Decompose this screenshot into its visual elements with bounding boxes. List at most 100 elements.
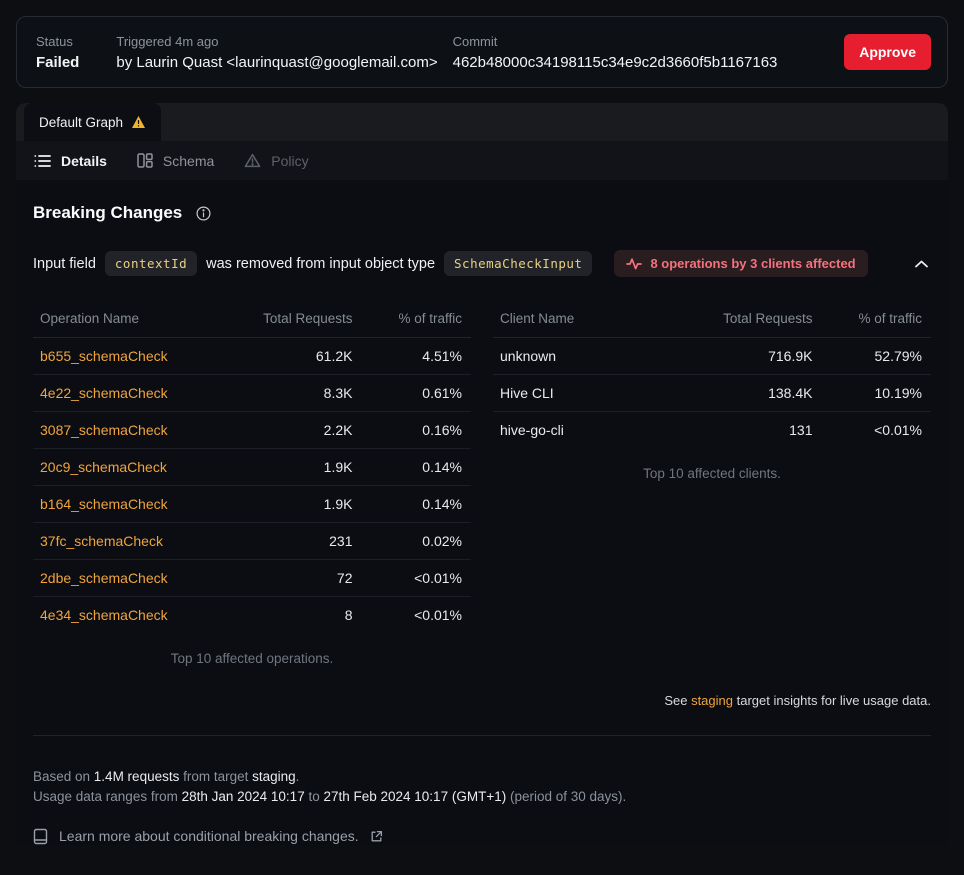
requests-value: 2.2K	[234, 411, 362, 449]
affected-operations-badge: 8 operations by 3 clients affected	[614, 250, 868, 277]
graph-tab-label: Default Graph	[39, 114, 124, 130]
book-icon	[33, 828, 48, 844]
tab-default-graph[interactable]: Default Graph	[24, 103, 162, 141]
learn-more-label: Learn more about conditional breaking ch…	[59, 828, 359, 844]
insights-note-suffix: target insights for live usage data.	[732, 692, 931, 708]
schema-icon	[137, 153, 153, 168]
operations-caption: Top 10 affected operations.	[170, 650, 334, 666]
staging-target-link[interactable]: staging	[691, 692, 733, 708]
external-link-icon	[371, 830, 382, 841]
breaking-change-row[interactable]: Input field contextId was removed from i…	[33, 250, 931, 277]
tab-policy[interactable]: Policy	[244, 153, 309, 169]
info-circle-icon[interactable]	[196, 205, 211, 221]
usage-footer: Based on 1.4M requests from target stagi…	[33, 767, 931, 807]
clients-caption: Top 10 affected clients.	[643, 465, 781, 481]
operation-link[interactable]: b164_schemaCheck	[40, 496, 168, 512]
range-start-date: 28th Jan 2024 10:17	[181, 788, 305, 804]
check-details-panel: Breaking Changes Input field contextId w…	[16, 180, 948, 845]
operation-link[interactable]: 2dbe_schemaCheck	[40, 570, 168, 586]
requests-value: 138.4K	[694, 374, 822, 412]
tab-schema[interactable]: Schema	[137, 153, 214, 169]
operation-link[interactable]: 20c9_schemaCheck	[40, 459, 167, 475]
footer-text: (period of 30 days).	[506, 788, 627, 804]
field-code-badge: contextId	[104, 251, 198, 276]
warning-icon	[244, 153, 261, 168]
commit-hash: 462b48000c34198115c34e9c2d3660f5b1167163	[452, 53, 778, 71]
col-client-name: Client Name	[493, 301, 695, 338]
footer-text: Usage data ranges from	[33, 788, 182, 804]
list-icon	[34, 154, 51, 168]
triggered-author: by Laurin Quast <laurinquast@googlemail.…	[116, 53, 438, 71]
table-row: 4e34_schemaCheck 8 <0.01%	[33, 597, 471, 634]
table-row: 4e22_schemaCheck 8.3K 0.61%	[33, 374, 471, 412]
requests-value: 131	[789, 422, 813, 439]
traffic-value: 0.02%	[361, 522, 471, 560]
triggered-label: Triggered 4m ago	[116, 33, 219, 49]
footer-line-1: Based on 1.4M requests from target stagi…	[33, 767, 931, 787]
footer-line-2: Usage data ranges from 28th Jan 2024 10:…	[33, 787, 931, 807]
insights-note-prefix: See	[664, 692, 692, 708]
requests-value: 61.2K	[234, 337, 362, 375]
insights-note: See staging target insights for live usa…	[33, 693, 931, 708]
traffic-value: 0.14%	[361, 485, 471, 523]
warning-triangle-icon	[131, 115, 146, 129]
traffic-value: 52.79%	[821, 337, 931, 375]
operation-link[interactable]: 3087_schemaCheck	[40, 422, 168, 438]
clients-table: Client Name Total Requests % of traffic …	[493, 301, 931, 449]
table-row: 37fc_schemaCheck 231 0.02%	[33, 522, 471, 560]
page: Status Failed Triggered 4m ago by Laurin…	[16, 16, 948, 845]
requests-value: 1.9K	[234, 485, 362, 523]
table-row: unknown 716.9K 52.79%	[493, 337, 931, 375]
traffic-value: 10.19%	[821, 374, 931, 412]
status-card: Status Failed Triggered 4m ago by Laurin…	[16, 16, 948, 88]
type-code-badge: SchemaCheckInput	[444, 251, 593, 276]
activity-pulse-icon	[626, 257, 643, 269]
operations-table: Operation Name Total Requests % of traff…	[33, 301, 471, 634]
subtab-row: Details Schema Policy	[16, 141, 948, 180]
requests-value: 8	[344, 607, 353, 624]
status-block: Status Failed	[36, 34, 79, 71]
table-row: Hive CLI 138.4K 10.19%	[493, 374, 931, 412]
graph-tab-strip: Default Graph	[16, 103, 948, 141]
range-end-date: 27th Feb 2024 10:17 (GMT+1)	[323, 788, 507, 804]
operation-link[interactable]: 4e34_schemaCheck	[40, 607, 168, 624]
table-row: b164_schemaCheck 1.9K 0.14%	[33, 485, 471, 523]
requests-value: 716.9K	[694, 337, 822, 375]
clients-table-container: Client Name Total Requests % of traffic …	[493, 301, 931, 666]
table-row: hive-go-cli 131 <0.01%	[493, 412, 931, 449]
clients-header-row: Client Name Total Requests % of traffic	[493, 301, 931, 338]
col-traffic: % of traffic	[821, 301, 931, 338]
divider	[33, 734, 931, 736]
status-label: Status	[36, 33, 73, 49]
footer-text: .	[295, 768, 300, 784]
breaking-changes-title: Breaking Changes	[33, 203, 183, 222]
requests-value: 231	[234, 522, 362, 560]
tab-details[interactable]: Details	[34, 153, 107, 169]
approve-button[interactable]: Approve	[844, 34, 931, 70]
client-name: Hive CLI	[493, 374, 695, 412]
chevron-up-icon[interactable]	[912, 257, 931, 271]
traffic-value: 4.51%	[361, 337, 471, 375]
learn-more-link[interactable]: Learn more about conditional breaking ch…	[33, 828, 931, 845]
operation-link[interactable]: 4e22_schemaCheck	[40, 385, 168, 401]
col-operation-name: Operation Name	[33, 301, 235, 338]
operations-table-container: Operation Name Total Requests % of traff…	[33, 301, 471, 666]
traffic-value: 0.61%	[361, 374, 471, 412]
requests-count: 1.4M requests	[93, 768, 180, 784]
requests-value: 1.9K	[234, 448, 362, 486]
operation-link[interactable]: b655_schemaCheck	[40, 348, 168, 364]
change-prefix: Input field	[33, 255, 96, 272]
operation-link[interactable]: 37fc_schemaCheck	[40, 533, 163, 549]
table-row: b655_schemaCheck 61.2K 4.51%	[33, 337, 471, 375]
traffic-value: <0.01%	[414, 607, 462, 624]
status-value: Failed	[36, 53, 80, 71]
col-total-requests: Total Requests	[694, 301, 822, 338]
tab-schema-label: Schema	[162, 152, 215, 169]
traffic-value: <0.01%	[874, 422, 922, 439]
affected-badge-label: 8 operations by 3 clients affected	[650, 256, 856, 271]
table-row: 2dbe_schemaCheck 72 <0.01%	[33, 559, 471, 597]
traffic-value: 0.14%	[361, 448, 471, 486]
usage-tables: Operation Name Total Requests % of traff…	[33, 301, 931, 666]
client-name: unknown	[493, 337, 695, 375]
triggered-block: Triggered 4m ago by Laurin Quast <laurin…	[116, 34, 437, 71]
